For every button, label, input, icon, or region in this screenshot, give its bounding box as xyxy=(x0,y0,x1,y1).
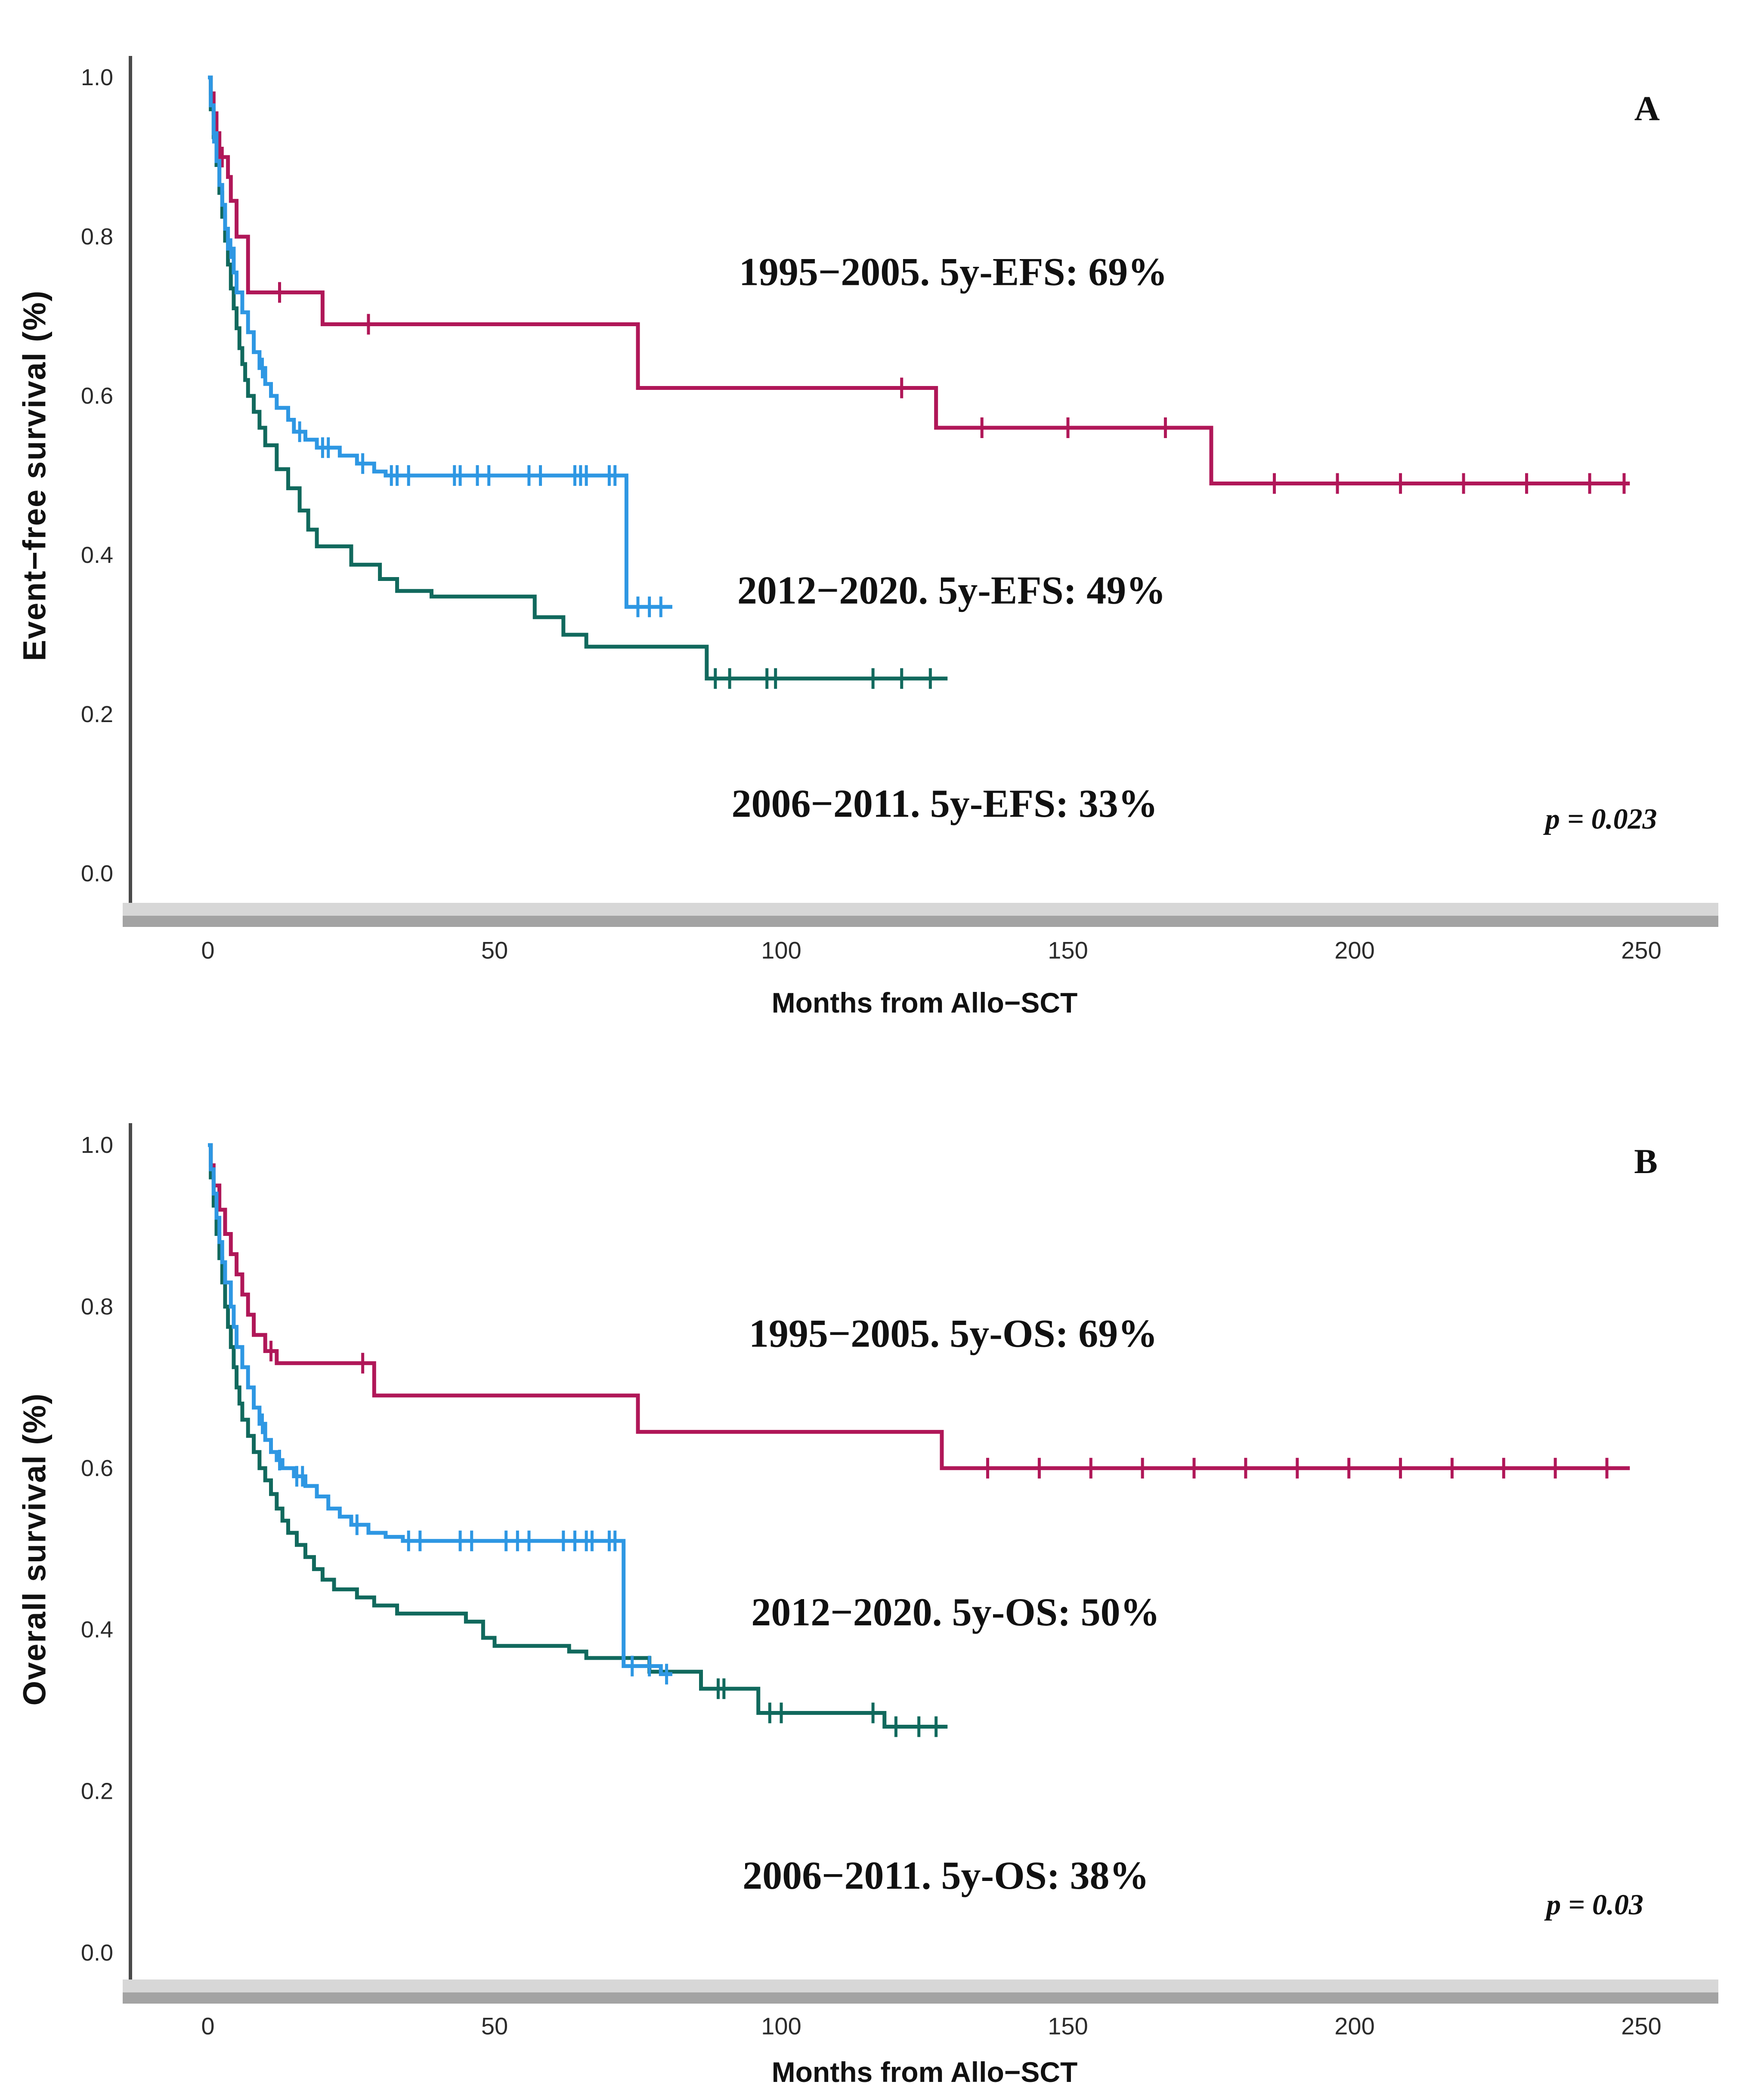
x-tick-label: 0 xyxy=(201,937,214,964)
x-tick-label: 100 xyxy=(761,937,801,964)
group-annotation: 1995−2005. 5y-EFS: 69% xyxy=(739,250,1167,293)
y-tick-label: 0.6 xyxy=(81,383,113,409)
panel-A: 1.0 0.8 0.6 0.4 0.2 0.0 0 50 100 150 200 250 Months … xyxy=(17,56,1718,1019)
x-axis-strip-dark xyxy=(123,916,1718,927)
y-axis-title: Overall survival (%) xyxy=(17,1393,53,1706)
x-tick-label: 150 xyxy=(1048,2013,1088,2040)
y-tick-label: 0.4 xyxy=(81,542,113,568)
group-annotation: 2006−2011. 5y-EFS: 33% xyxy=(731,781,1157,825)
y-tick-label: 0.0 xyxy=(81,1940,113,1966)
panel-letter: A xyxy=(1634,89,1660,128)
p-value: p = 0.03 xyxy=(1544,1888,1643,1921)
y-tick-label: 0.2 xyxy=(81,701,113,727)
x-tick-label: 100 xyxy=(761,2013,801,2040)
p-value: p = 0.023 xyxy=(1543,802,1657,835)
x-axis-title: Months from Allo−SCT xyxy=(772,2056,1078,2088)
x-tick-label: 50 xyxy=(481,937,508,964)
y-tick-label: 1.0 xyxy=(81,65,113,90)
x-axis-strip-light xyxy=(123,903,1718,916)
group-annotation: 2012−2020. 5y-OS: 50% xyxy=(751,1590,1160,1634)
y-tick-label: 0.0 xyxy=(81,861,113,886)
x-axis-strip-dark xyxy=(123,1992,1718,2004)
km-curve-1995-2005 xyxy=(208,1143,1630,1470)
km-curve-2006-2011 xyxy=(208,1143,948,1729)
x-tick-label: 50 xyxy=(481,2013,508,2040)
y-tick-label: 0.2 xyxy=(81,1779,113,1804)
x-tick-label: 250 xyxy=(1621,937,1661,964)
y-tick-label: 0.8 xyxy=(81,1294,113,1319)
x-tick-label: 250 xyxy=(1621,2013,1661,2040)
y-axis-title: Event−free survival (%) xyxy=(17,290,53,661)
x-tick-label: 200 xyxy=(1334,937,1374,964)
panel-B: 1.0 0.8 0.6 0.4 0.2 0.0 0 50 100 150 200 250 Months … xyxy=(17,1123,1718,2088)
y-tick-label: 0.8 xyxy=(81,224,113,250)
y-tick-label: 0.6 xyxy=(81,1455,113,1481)
x-tick-label: 0 xyxy=(201,2013,214,2040)
km-curve-2012-2020 xyxy=(208,75,672,609)
x-tick-label: 150 xyxy=(1048,937,1088,964)
km-curve-2012-2020 xyxy=(208,1143,672,1676)
group-annotation: 2012−2020. 5y-EFS: 49% xyxy=(737,568,1166,612)
x-tick-label: 200 xyxy=(1334,2013,1374,2040)
group-annotation: 2006−2011. 5y-OS: 38% xyxy=(743,1853,1149,1897)
x-axis-title: Months from Allo−SCT xyxy=(772,987,1078,1019)
panel-letter: B xyxy=(1634,1142,1658,1181)
y-tick-label: 0.4 xyxy=(81,1617,113,1643)
y-tick-label: 1.0 xyxy=(81,1132,113,1158)
group-annotation: 1995−2005. 5y-OS: 69% xyxy=(749,1311,1157,1355)
km-curve-2006-2011 xyxy=(208,75,948,681)
x-axis-strip-light xyxy=(123,1980,1718,1992)
